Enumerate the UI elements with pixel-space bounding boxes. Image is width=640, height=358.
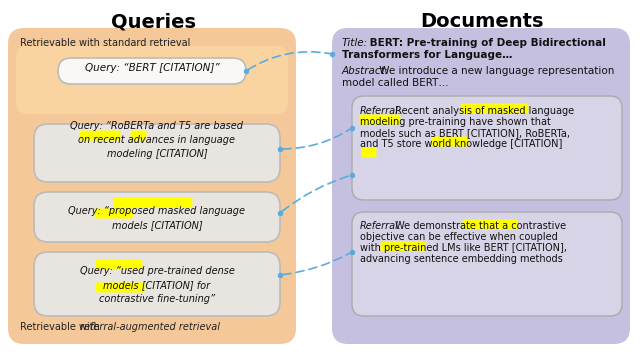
Text: advancing sentence embedding methods: advancing sentence embedding methods [360, 254, 563, 264]
FancyBboxPatch shape [463, 219, 518, 229]
FancyBboxPatch shape [431, 136, 468, 146]
FancyBboxPatch shape [381, 242, 426, 252]
FancyBboxPatch shape [461, 103, 529, 113]
Text: Recent analysis of masked language: Recent analysis of masked language [392, 106, 574, 116]
FancyBboxPatch shape [95, 208, 134, 218]
FancyBboxPatch shape [360, 115, 401, 125]
FancyBboxPatch shape [362, 147, 376, 158]
Text: and T5 store world knowledge [CITATION]: and T5 store world knowledge [CITATION] [360, 139, 563, 149]
FancyBboxPatch shape [34, 192, 280, 242]
Text: referral-augmented retrieval: referral-augmented retrieval [80, 322, 220, 332]
Text: Query: “used pre-trained dense
models [CITATION] for
contrastive fine-tuning”: Query: “used pre-trained dense models [C… [79, 266, 234, 304]
FancyBboxPatch shape [131, 131, 147, 140]
FancyBboxPatch shape [95, 282, 145, 292]
FancyBboxPatch shape [34, 252, 280, 316]
FancyBboxPatch shape [332, 28, 630, 344]
Text: Query: “RoBERTa and T5 are based
on recent advances in language
modeling [CITATI: Query: “RoBERTa and T5 are based on rece… [70, 121, 243, 159]
Text: Retrievable with: Retrievable with [20, 322, 103, 332]
FancyBboxPatch shape [34, 124, 280, 182]
Text: model called BERT…: model called BERT… [342, 78, 449, 88]
FancyBboxPatch shape [352, 96, 622, 200]
Text: We introduce a new language representation: We introduce a new language representati… [376, 66, 614, 76]
Text: We demonstrate that a contrastive: We demonstrate that a contrastive [392, 221, 566, 231]
FancyBboxPatch shape [352, 212, 622, 316]
Text: Documents: Documents [420, 12, 544, 31]
Text: modeling pre-training have shown that: modeling pre-training have shown that [360, 117, 551, 127]
FancyBboxPatch shape [8, 28, 296, 344]
FancyBboxPatch shape [16, 46, 288, 114]
Text: Retrievable with standard retrieval: Retrievable with standard retrieval [20, 38, 190, 48]
Text: Queries: Queries [111, 12, 195, 31]
Text: BERT: Pre-training of Deep Bidirectional: BERT: Pre-training of Deep Bidirectional [366, 38, 606, 48]
Text: Abstract:: Abstract: [342, 66, 389, 76]
Text: objective can be effective when coupled: objective can be effective when coupled [360, 232, 557, 242]
Text: with pre-trained LMs like BERT [CITATION],: with pre-trained LMs like BERT [CITATION… [360, 243, 567, 253]
FancyBboxPatch shape [58, 58, 246, 84]
Text: Query: “proposed masked language
models [CITATION]: Query: “proposed masked language models … [68, 206, 246, 230]
FancyBboxPatch shape [113, 198, 193, 208]
FancyBboxPatch shape [95, 260, 143, 270]
Text: Referral:: Referral: [360, 221, 402, 231]
Text: Title:: Title: [342, 38, 368, 48]
FancyBboxPatch shape [79, 131, 120, 140]
Text: Query: “BERT [CITATION]”: Query: “BERT [CITATION]” [84, 63, 220, 73]
Text: Referral:: Referral: [360, 106, 402, 116]
Text: Transformers for Language…: Transformers for Language… [342, 50, 513, 60]
Text: models such as BERT [CITATION], RoBERTa,: models such as BERT [CITATION], RoBERTa, [360, 128, 570, 138]
